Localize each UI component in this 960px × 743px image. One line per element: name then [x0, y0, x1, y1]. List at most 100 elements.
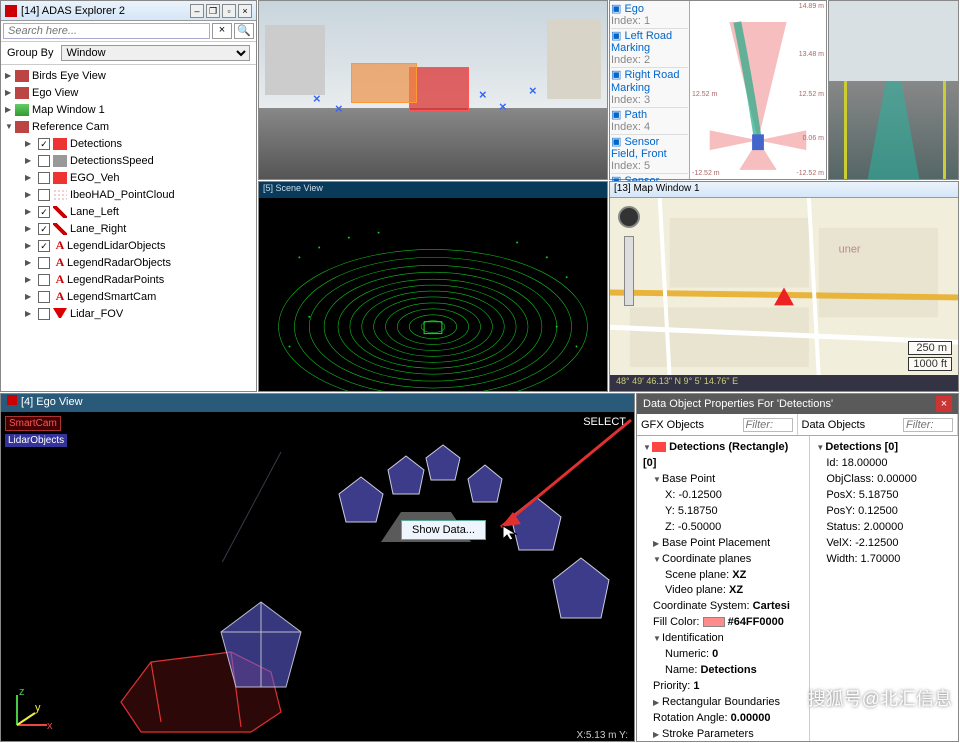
prop-row[interactable]: X: -0.12500 [643, 488, 803, 504]
sensor-list-item[interactable]: ▣ EgoIndex: 1 [611, 2, 688, 29]
filter-input[interactable] [743, 418, 793, 432]
prop-row[interactable]: ▶Base Point Placement [643, 536, 803, 552]
marker-x: × [479, 87, 487, 102]
tree-item[interactable]: ▶EGO_Veh [1, 169, 256, 186]
tree-item[interactable]: ▶Lane_Left [1, 203, 256, 220]
multimedia-monitor: ▣ EgoIndex: 1▣ Left Road MarkingIndex: 2… [609, 0, 827, 180]
reference-cam-view[interactable]: × × × × × [258, 0, 608, 180]
sensor-list-item[interactable]: ▣ Sensor Field, FrontIndex: 5 [611, 135, 688, 174]
groupby-label: Group By [7, 47, 53, 59]
prop-row[interactable]: PosX: 5.18750 [816, 488, 952, 504]
gfx-objects-tree[interactable]: ▼ Detections (Rectangle) [0]▼Base PointX… [637, 436, 810, 741]
props-titlebar[interactable]: Data Object Properties For 'Detections' … [637, 394, 958, 414]
data-objects-tree[interactable]: ▼Detections [0]Id: 18.00000ObjClass: 0.0… [810, 436, 958, 741]
prop-row[interactable]: VelX: -2.12500 [816, 536, 952, 552]
pin-icon[interactable]: ▫ [222, 4, 236, 18]
prop-row[interactable]: ▶Rectangular Boundaries [643, 695, 803, 711]
tree-item[interactable]: ▶Lidar_FOV [1, 305, 256, 322]
explorer-titlebar[interactable]: [14] ADAS Explorer 2 – ❐ ▫ × [1, 1, 256, 21]
prop-row[interactable]: Name: Detections [643, 663, 803, 679]
tree-item[interactable]: ▶Birds Eye View [1, 67, 256, 84]
prop-row[interactable]: ▼Detections [0] [816, 440, 952, 456]
map-scale: 250 m 1000 ft [908, 341, 952, 371]
groupby-row: Group By Window [1, 42, 256, 65]
map-window[interactable]: [13] Map Window 1 uner 250 m 1000 ft 48°… [609, 181, 959, 392]
lidar-object [201, 592, 321, 712]
filter-input[interactable] [903, 418, 953, 432]
compass-icon[interactable] [618, 206, 640, 228]
lane-line [844, 81, 847, 179]
close-icon[interactable]: × [936, 396, 952, 412]
tree-item[interactable]: ▶ALegendRadarPoints [1, 271, 256, 288]
radar-plot: 14.89 m 13.48 m 12.52 m 0.06 m -12.52 m … [690, 1, 826, 179]
select-label: SELECT [583, 416, 626, 428]
explorer-title: [14] ADAS Explorer 2 [21, 5, 125, 17]
prop-row[interactable]: Numeric: 0 [643, 647, 803, 663]
minimize-icon[interactable]: – [190, 4, 204, 18]
prop-row[interactable]: ObjClass: 0.00000 [816, 472, 952, 488]
tag-smartcam: SmartCam [5, 416, 61, 431]
prop-row[interactable]: Fill Color: #64FF0000 [643, 615, 803, 631]
search-icon[interactable]: 🔍 [234, 23, 254, 39]
prop-row[interactable]: ▼ Detections (Rectangle) [0] [643, 440, 803, 472]
tree-item[interactable]: ▶ALegendLidarObjects [1, 237, 256, 254]
prop-row[interactable]: Coordinate System: Cartesi [643, 599, 803, 615]
ego-view[interactable]: [4] Ego View SmartCam Lidar [0, 393, 635, 742]
prop-row[interactable]: Rotation Angle: 0.00000 [643, 711, 803, 727]
sensor-list[interactable]: ▣ EgoIndex: 1▣ Left Road MarkingIndex: 2… [610, 1, 690, 179]
prop-row[interactable]: Id: 18.00000 [816, 456, 952, 472]
svg-text:x: x [47, 720, 53, 732]
props-title: Data Object Properties For 'Detections' [643, 398, 833, 410]
tree-item[interactable]: ▶IbeoHAD_PointCloud [1, 186, 256, 203]
prop-row[interactable]: PosY: 0.12500 [816, 504, 952, 520]
prop-row[interactable]: ▶Stroke Parameters [643, 727, 803, 741]
prop-row[interactable]: Width: 1.70000 [816, 552, 952, 568]
tree-item[interactable]: ▶Map Window 1 [1, 101, 256, 118]
search-input[interactable] [3, 23, 210, 39]
detection-box [351, 63, 417, 103]
marker-x: × [499, 99, 507, 114]
zoom-slider[interactable] [624, 236, 634, 306]
prop-row[interactable]: Scene plane: XZ [643, 568, 803, 584]
building [547, 19, 601, 99]
tree-item[interactable]: ▶Detections [1, 135, 256, 152]
close-icon[interactable]: × [238, 4, 252, 18]
prop-row[interactable]: Status: 2.00000 [816, 520, 952, 536]
map-title: [13] Map Window 1 [610, 182, 958, 198]
svg-text:y: y [35, 702, 41, 714]
prop-row[interactable]: ▼Coordinate planes [643, 552, 803, 568]
status-coords: X:5.13 m Y: [576, 730, 628, 741]
axis-gizmo: z xy [7, 685, 57, 735]
tree-item[interactable]: ▶ALegendSmartCam [1, 288, 256, 305]
prop-row[interactable]: Z: -0.50000 [643, 520, 803, 536]
sensor-list-item[interactable]: ▣ Right Road MarkingIndex: 3 [611, 68, 688, 107]
prop-row[interactable]: ▼Identification [643, 631, 803, 647]
properties-panel: Data Object Properties For 'Detections' … [636, 393, 959, 742]
lidar-plot [259, 198, 607, 391]
clear-icon[interactable]: × [212, 23, 232, 39]
tree-item[interactable]: ▼Reference Cam [1, 118, 256, 135]
tree-view[interactable]: ▶Birds Eye View▶Ego View▶Map Window 1▼Re… [1, 65, 256, 387]
prop-row[interactable]: Y: 5.18750 [643, 504, 803, 520]
tree-item[interactable]: ▶DetectionsSpeed [1, 152, 256, 169]
map-coords: 48° 49' 46.13" N 9° 5' 14.76" E [610, 375, 958, 391]
tag-lidarobjects: LidarObjects [5, 434, 67, 447]
context-menu-item[interactable]: Show Data... [401, 520, 486, 540]
prop-row[interactable]: ▼Base Point [643, 472, 803, 488]
search-row: × 🔍 [1, 21, 256, 42]
app-icon [5, 5, 17, 17]
sensor-list-item[interactable]: ▣ Left Road MarkingIndex: 2 [611, 29, 688, 68]
marker-x: × [313, 91, 321, 106]
restore-icon[interactable]: ❐ [206, 4, 220, 18]
prop-row[interactable]: Video plane: XZ [643, 583, 803, 599]
scene-view-lidar[interactable]: [5] Scene View [258, 181, 608, 392]
sensor-list-item[interactable]: ▣ PathIndex: 4 [611, 108, 688, 135]
prop-row[interactable]: Priority: 1 [643, 679, 803, 695]
tree-item[interactable]: ▶Lane_Right [1, 220, 256, 237]
groupby-select[interactable]: Window [61, 45, 250, 61]
svg-text:z: z [19, 686, 25, 698]
tree-item[interactable]: ▶Ego View [1, 84, 256, 101]
marker-x: × [335, 101, 343, 116]
tree-item[interactable]: ▶ALegendRadarObjects [1, 254, 256, 271]
right-cam-view[interactable] [828, 0, 959, 180]
